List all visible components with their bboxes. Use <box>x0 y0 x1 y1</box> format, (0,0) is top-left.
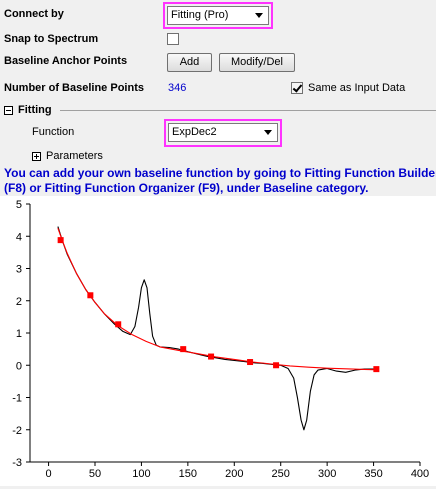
number-of-baseline-points-value: 346 <box>168 82 187 94</box>
modify-del-button[interactable]: Modify/Del <box>219 53 295 72</box>
function-highlight <box>164 119 282 147</box>
fitting-group-header: Fitting <box>18 104 52 116</box>
chevron-down-icon <box>264 130 272 135</box>
chevron-down-icon <box>255 13 263 18</box>
y-tick-label: 4 <box>16 231 22 243</box>
fitting-divider <box>60 110 436 111</box>
connect-by-dropdown[interactable]: Fitting (Pro) <box>167 6 269 25</box>
add-button[interactable]: Add <box>167 53 212 72</box>
x-tick-label: 300 <box>318 468 336 480</box>
anchor-point <box>115 321 122 328</box>
x-tick-label: 250 <box>272 468 290 480</box>
snap-to-spectrum-checkbox[interactable] <box>167 33 179 45</box>
same-as-input-data-label: Same as Input Data <box>308 82 406 94</box>
baseline-preview-chart: 0 50 100 150 200 250 300 350 400 -3 -2 -1 0 1 2 3 4 5 <box>12 199 429 480</box>
anchor-point <box>180 346 187 353</box>
baseline-curve <box>57 228 379 371</box>
x-tick-label: 400 <box>411 468 429 480</box>
same-as-input-data-checkbox[interactable] <box>291 82 303 94</box>
baseline-anchor-points-label: Baseline Anchor Points <box>4 55 128 67</box>
parameters-expand-icon[interactable] <box>32 152 41 161</box>
x-tick-label: 350 <box>364 468 382 480</box>
x-tick-label: 0 <box>46 468 52 480</box>
connect-by-label: Connect by <box>4 8 64 20</box>
parameters-label: Parameters <box>46 150 103 162</box>
function-label: Function <box>32 126 75 138</box>
anchor-point <box>87 292 94 299</box>
number-of-baseline-points-label: Number of Baseline Points <box>4 82 144 94</box>
connect-by-value: Fitting (Pro) <box>171 9 229 21</box>
x-tick-label: 100 <box>132 468 150 480</box>
anchor-point <box>273 362 280 369</box>
function-dropdown[interactable]: ExpDec2 <box>168 123 278 142</box>
anchor-point <box>57 237 64 244</box>
y-tick-label: 1 <box>16 328 22 340</box>
x-tick-label: 200 <box>225 468 243 480</box>
y-tick-label: -1 <box>12 393 22 405</box>
hint-line-1: You can add your own baseline function b… <box>4 166 436 180</box>
fitting-collapse-icon[interactable] <box>4 106 13 115</box>
x-tick-label: 150 <box>179 468 197 480</box>
hint-line-2: (F8) or Fitting Function Organizer (F9),… <box>4 181 369 195</box>
data-curve <box>57 226 379 431</box>
snap-to-spectrum-label: Snap to Spectrum <box>4 33 99 45</box>
anchor-point <box>373 366 380 373</box>
anchor-point <box>247 359 254 366</box>
x-tick-label: 50 <box>89 468 101 480</box>
y-tick-label: -3 <box>12 457 22 469</box>
y-tick-label: 0 <box>16 360 22 372</box>
y-tick-label: -2 <box>12 425 22 437</box>
connect-by-highlight <box>163 2 273 29</box>
y-tick-label: 5 <box>16 199 22 211</box>
y-tick-label: 3 <box>16 264 22 276</box>
anchor-point <box>208 353 215 360</box>
baseline-preview-plot: 0 50 100 150 200 250 300 350 400 -3 -2 -1 0 1 2 3 4 5 <box>0 196 436 486</box>
function-value: ExpDec2 <box>172 126 217 138</box>
y-tick-label: 2 <box>16 296 22 308</box>
